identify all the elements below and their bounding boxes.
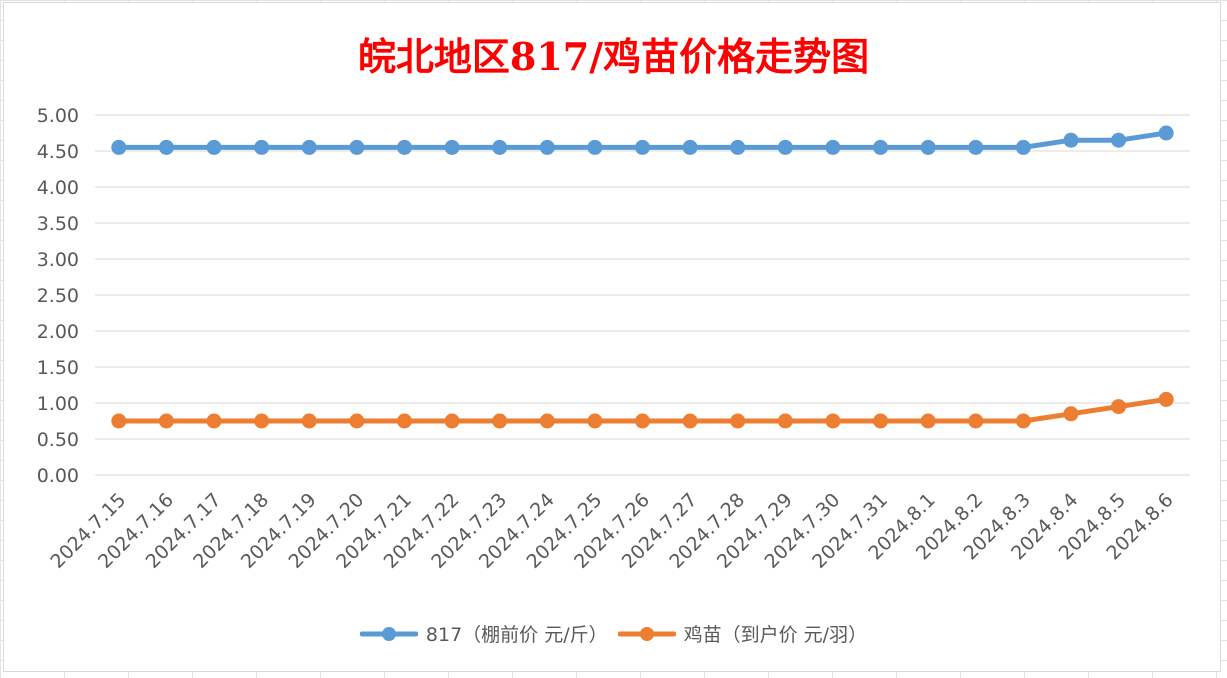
data-point (301, 139, 317, 155)
data-point (730, 413, 746, 429)
data-point (777, 413, 793, 429)
data-point (492, 139, 508, 155)
data-point (111, 139, 127, 155)
data-point (206, 139, 222, 155)
data-point (1063, 132, 1079, 148)
data-point (349, 139, 365, 155)
legend-label-series-2: 鸡苗（到户价 元/羽） (683, 624, 868, 646)
data-point (349, 413, 365, 429)
data-point (682, 139, 698, 155)
data-point (254, 413, 270, 429)
data-point (492, 413, 508, 429)
data-point (1063, 406, 1079, 422)
y-tick-label: 2.00 (37, 321, 79, 343)
legend-item-series-2: 鸡苗（到户价 元/羽） (617, 620, 868, 647)
legend-marker-series-2 (617, 626, 676, 641)
y-tick-label: 5.00 (37, 105, 79, 127)
y-tick-label: 0.00 (37, 465, 79, 487)
data-point (396, 139, 412, 155)
data-point (158, 413, 174, 429)
data-point (1015, 139, 1031, 155)
y-tick-label: 4.00 (37, 177, 79, 199)
data-point (635, 139, 650, 155)
data-point (254, 139, 270, 155)
data-point (158, 139, 174, 155)
data-point (1158, 125, 1174, 141)
data-point (920, 139, 936, 155)
data-point (301, 413, 317, 429)
chart-title: 皖北地区817/鸡苗价格走势图 (357, 34, 870, 79)
data-point (206, 413, 222, 429)
data-point (111, 413, 127, 429)
data-point (682, 413, 698, 429)
legend: 817（棚前价 元/斤） 鸡苗（到户价 元/羽） (0, 620, 1227, 647)
y-tick-label: 4.50 (37, 141, 79, 163)
data-point (539, 139, 555, 155)
chart-area[interactable] (3, 2, 1221, 672)
data-point (1015, 413, 1031, 429)
legend-dot-series-2 (639, 626, 654, 641)
legend-label-series-1: 817（棚前价 元/斤） (425, 624, 608, 646)
y-tick-label: 1.50 (37, 357, 79, 379)
data-point (1111, 132, 1127, 148)
data-point (968, 413, 984, 429)
data-point (825, 413, 841, 429)
legend-dot-series-1 (381, 626, 396, 641)
y-tick-label: 3.00 (37, 249, 79, 271)
data-point (539, 413, 555, 429)
y-tick-label: 1.00 (37, 393, 79, 415)
data-point (920, 413, 936, 429)
data-point (825, 139, 841, 155)
y-tick-label: 3.50 (37, 213, 79, 235)
data-point (587, 139, 603, 155)
legend-item-series-1: 817（棚前价 元/斤） (359, 620, 608, 647)
data-point (444, 139, 460, 155)
data-point (968, 139, 984, 155)
data-point (635, 413, 650, 429)
data-point (1158, 391, 1174, 407)
data-point (1111, 399, 1127, 415)
legend-marker-series-1 (359, 626, 418, 641)
data-point (444, 413, 460, 429)
data-point (873, 139, 889, 155)
data-point (396, 413, 412, 429)
data-point (873, 413, 889, 429)
y-tick-label: 0.50 (37, 429, 79, 451)
y-tick-label: 2.50 (37, 285, 79, 307)
data-point (730, 139, 746, 155)
data-point (587, 413, 603, 429)
data-point (777, 139, 793, 155)
